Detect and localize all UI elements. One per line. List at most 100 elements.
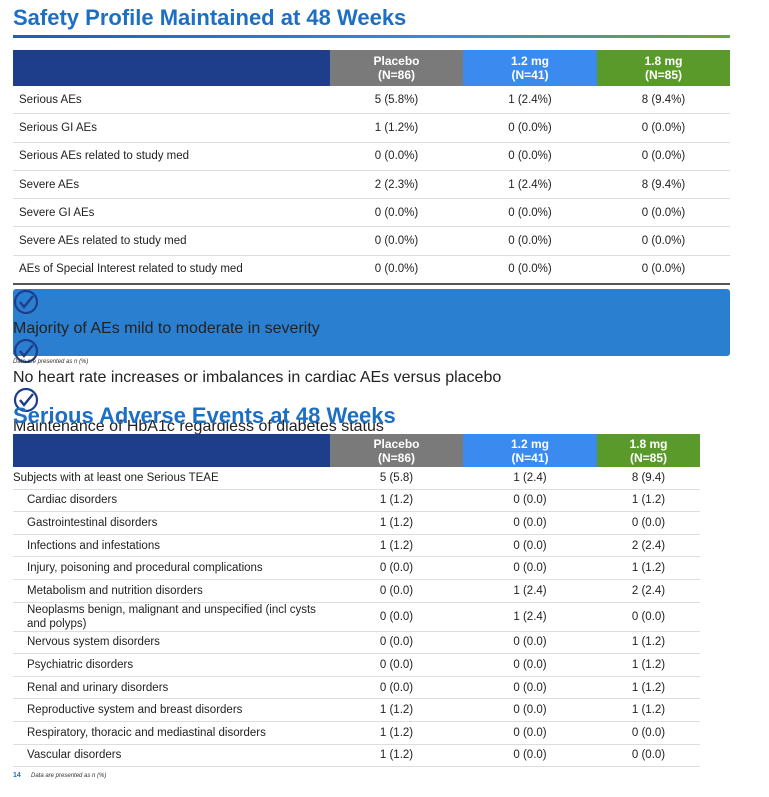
table-row: Severe GI AEs 0 (0.0%) 0 (0.0%) 0 (0.0%)	[13, 198, 730, 228]
cell-value: 0 (0.0%)	[597, 255, 730, 286]
title-rule	[13, 35, 730, 38]
header-row: Placebo (N=86) 1.2 mg (N=41) 1.8 mg (N=85)	[13, 50, 730, 86]
table-row: Gastrointestinal disorders 1 (1.2) 0 (0.0)…	[13, 511, 700, 535]
column-n: (N=86)	[377, 450, 415, 465]
callout-text: Majority of AEs mild to moderate in seve…	[13, 320, 320, 337]
cell-value: 0 (0.0%)	[463, 255, 597, 286]
column-name: 1.2 mg	[510, 54, 549, 68]
cell-value: 1 (2.4)	[463, 467, 597, 490]
section-title: Serious Adverse Events at 48 Weeks	[13, 403, 396, 428]
cell-value: 0 (0.0)	[463, 489, 597, 513]
cell-value: 1 (1.2)	[330, 698, 463, 722]
cell-value: 8 (9.4%)	[597, 170, 730, 200]
cell-value: 1 (2.4)	[463, 602, 597, 632]
table-row: Cardiac disorders 1 (1.2) 0 (0.0) 1 (1.2)	[13, 489, 700, 513]
cell-value: 0 (0.0%)	[597, 142, 730, 171]
row-label: Metabolism and nutrition disorders	[13, 579, 330, 603]
column-n: (N=86)	[377, 68, 415, 82]
cell-value: 0 (0.0%)	[597, 226, 730, 256]
row-label: Neoplasms benign, malignant and unspecif…	[13, 602, 330, 632]
cell-value: 0 (0.0)	[597, 744, 700, 768]
cell-value: 1 (1.2)	[597, 653, 700, 677]
check-icon	[13, 338, 39, 364]
cell-value: 0 (0.0)	[597, 511, 700, 535]
cell-value: 0 (0.0)	[463, 511, 597, 535]
section-title: Safety Profile Maintained at 48 Weeks	[13, 5, 407, 30]
footnote: Data are presented as n (%)	[31, 773, 107, 779]
table-row: Renal and urinary disorders 0 (0.0) 0 (0.0…	[13, 676, 700, 700]
row-label: AEs of Special Interest related to study…	[13, 255, 330, 286]
cell-value: 2 (2.3%)	[330, 170, 463, 200]
cell-value: 0 (0.0)	[330, 676, 463, 700]
column-n: (N=41)	[511, 68, 549, 82]
cell-value: 0 (0.0)	[463, 653, 597, 677]
cell-value: 2 (2.4)	[597, 534, 700, 558]
table-row: Vascular disorders 1 (1.2) 0 (0.0) 0 (0.0)	[13, 744, 700, 768]
row-label: Serious GI AEs	[13, 113, 330, 143]
row-label: Injury, poisoning and procedural complic…	[13, 556, 330, 580]
callout-card: Maintenance of HbA1c regardless of diabe…	[13, 387, 730, 436]
column-name: Placebo	[373, 436, 420, 451]
row-label: Vascular disorders	[13, 744, 330, 768]
column-n: (N=85)	[629, 450, 667, 465]
row-label: Cardiac disorders	[13, 489, 330, 513]
cell-value: 1 (1.2)	[330, 511, 463, 535]
column-name: 1.8 mg	[644, 54, 683, 68]
cell-value: 0 (0.0%)	[597, 113, 730, 143]
table-row: Metabolism and nutrition disorders 0 (0.0…	[13, 579, 700, 603]
header-cell: 1.2 mg (N=41)	[463, 50, 597, 86]
callout-text: No heart rate increases or imbalances in…	[13, 369, 502, 386]
row-label: Psychiatric disorders	[13, 653, 330, 677]
cell-value: 5 (5.8%)	[330, 86, 463, 115]
header-cell: 1.8 mg (N=85)	[597, 434, 700, 467]
column-n: (N=41)	[511, 450, 549, 465]
cell-value: 1 (2.4%)	[463, 170, 597, 200]
table-row: Subjects with at least one Serious TEAE 5…	[13, 467, 700, 490]
column-name: 1.8 mg	[629, 436, 668, 451]
cell-value: 0 (0.0%)	[330, 198, 463, 228]
cell-value: 8 (9.4%)	[597, 86, 730, 115]
table-row: Respiratory, thoracic and mediastinal di…	[13, 721, 700, 745]
cell-value: 0 (0.0)	[330, 556, 463, 580]
table-row: Reproductive system and breast disorders…	[13, 698, 700, 722]
header-cell: Placebo (N=86)	[330, 50, 463, 86]
header-cell: 1.2 mg (N=41)	[463, 434, 597, 467]
cell-value: 0 (0.0%)	[330, 142, 463, 171]
header-row: Placebo (N=86) 1.2 mg (N=41) 1.8 mg (N=85)	[13, 434, 700, 467]
row-label: Serious AEs related to study med	[13, 142, 330, 171]
cell-value: 0 (0.0%)	[463, 142, 597, 171]
cell-value: 1 (2.4)	[463, 579, 597, 603]
cell-value: 0 (0.0)	[463, 676, 597, 700]
row-label: Subjects with at least one Serious TEAE	[13, 467, 330, 490]
cell-value: 2 (2.4)	[597, 579, 700, 603]
cell-value: 1 (1.2)	[597, 631, 700, 655]
cell-value: 0 (0.0)	[330, 653, 463, 677]
callout-card: No heart rate increases or imbalances in…	[13, 338, 730, 387]
cell-value: 0 (0.0%)	[463, 198, 597, 228]
cell-value: 8 (9.4)	[597, 467, 700, 490]
cell-value: 1 (1.2%)	[330, 113, 463, 143]
column-name: Placebo	[373, 54, 420, 68]
cell-value: 0 (0.0)	[597, 602, 700, 632]
cell-value: 0 (0.0%)	[463, 113, 597, 143]
cell-value: 0 (0.0)	[463, 721, 597, 745]
cell-value: 1 (1.2)	[330, 534, 463, 558]
cell-value: 0 (0.0%)	[330, 255, 463, 286]
cell-value: 0 (0.0%)	[597, 198, 730, 228]
cell-value: 0 (0.0)	[330, 579, 463, 603]
row-label: Severe AEs	[13, 170, 330, 200]
cell-value: 1 (1.2)	[597, 698, 700, 722]
table-row: Serious AEs 5 (5.8%) 1 (2.4%) 8 (9.4%)	[13, 86, 730, 115]
header-cell	[13, 434, 330, 467]
cell-value: 1 (1.2)	[330, 489, 463, 513]
callout-card: Majority of AEs mild to moderate in seve…	[13, 289, 730, 338]
table-row: Severe AEs 2 (2.3%) 1 (2.4%) 8 (9.4%)	[13, 170, 730, 200]
header-cell: Placebo (N=86)	[330, 434, 463, 467]
cell-value: 1 (1.2)	[597, 489, 700, 513]
table-row: Serious AEs related to study med 0 (0.0%)…	[13, 142, 730, 171]
cell-value: 1 (2.4%)	[463, 86, 597, 115]
cell-value: 0 (0.0%)	[330, 226, 463, 256]
table-row: Infections and infestations 1 (1.2) 0 (0.0…	[13, 534, 700, 558]
cell-value: 0 (0.0)	[463, 556, 597, 580]
